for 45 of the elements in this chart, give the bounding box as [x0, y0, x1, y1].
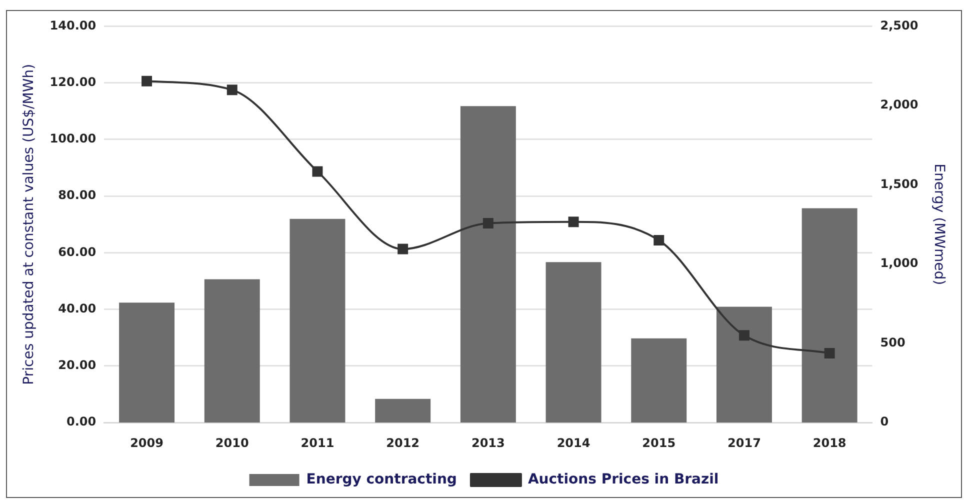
point — [312, 166, 323, 177]
x-tick-label: 2012 — [386, 436, 420, 450]
x-tick-label: 2009 — [130, 436, 164, 450]
y-tick-label: 0.00 — [66, 414, 96, 429]
bar — [375, 398, 431, 423]
y2-tick-label: 2,500 — [880, 18, 918, 32]
legend-label: Auctions Prices in Brazil — [528, 472, 719, 488]
x-tick-label: 2015 — [642, 436, 676, 450]
x-tick-label: 2017 — [728, 436, 761, 450]
y2-tick-label: 500 — [880, 335, 906, 350]
point — [226, 84, 238, 96]
y-tick-label: 140.00 — [50, 18, 96, 32]
point — [398, 244, 408, 254]
y-tick-label: 20.00 — [58, 358, 96, 372]
y-tick-label: 100.00 — [50, 132, 96, 146]
y-tick-label: 40.00 — [58, 301, 96, 316]
x-tick-label: 2013 — [471, 436, 505, 450]
bar — [631, 338, 687, 423]
bar — [290, 218, 346, 423]
bar — [546, 262, 602, 423]
y2-tick-label: 1,000 — [880, 256, 918, 270]
y-tick-label: 120.00 — [50, 74, 96, 89]
point — [824, 348, 835, 358]
point — [482, 218, 494, 229]
point — [142, 76, 152, 86]
y2-tick-label: 2,000 — [880, 98, 918, 112]
bar — [204, 279, 260, 423]
point — [568, 216, 579, 228]
legend-label: Energy contracting — [306, 472, 457, 488]
y2-tick-label: 0 — [880, 414, 889, 429]
bar — [119, 302, 175, 423]
x-tick-label: 2018 — [812, 436, 846, 450]
point — [738, 330, 750, 341]
bar — [802, 208, 858, 423]
y-tick-label: 80.00 — [58, 188, 96, 202]
y-axis-title: Prices updated at constant values (US$/MWh) — [21, 64, 38, 385]
bar — [716, 306, 772, 423]
x-tick-label: 2011 — [300, 436, 334, 450]
bar — [460, 106, 516, 423]
x-tick-label: 2014 — [556, 436, 590, 450]
x-tick-label: 2010 — [215, 436, 249, 450]
point — [654, 235, 664, 246]
y2-tick-label: 1,500 — [880, 176, 918, 191]
y2-axis-title: Energy (MWmed) — [930, 164, 947, 286]
y-tick-label: 60.00 — [58, 244, 96, 259]
